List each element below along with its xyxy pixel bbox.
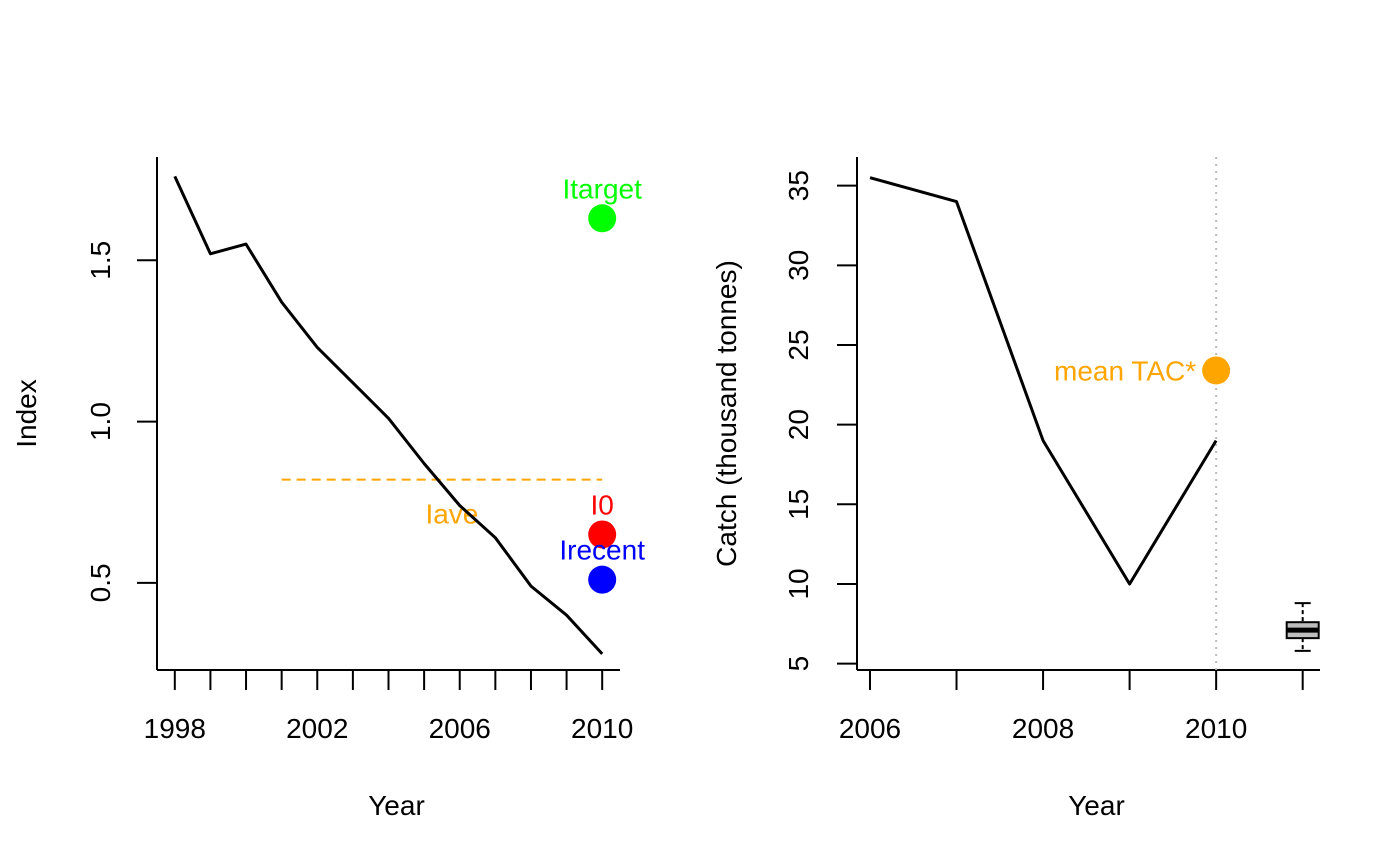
index-panel: 1998 2002 2006 20100.51.01.5YearIndexIaveIt… <box>11 157 645 821</box>
y-tick-label: 1.5 <box>85 241 116 280</box>
y-tick-label: 10 <box>783 568 814 599</box>
x-tick-label: 2008 <box>1012 713 1074 744</box>
marker-irecent <box>588 565 617 594</box>
y-axis-title: Index <box>11 379 42 448</box>
x-axis-title: Year <box>368 790 425 821</box>
y-tick-label: 0.5 <box>85 563 116 602</box>
x-tick-label: 2010 <box>1185 713 1247 744</box>
y-axis-title: Catch (thousand tonnes) <box>711 260 742 567</box>
y-tick-label: 25 <box>783 329 814 360</box>
x-tick-label: 2006 <box>839 713 901 744</box>
x-tick-label: 2006 <box>429 713 491 744</box>
marker-mean-tac <box>1202 356 1231 385</box>
y-tick-label: 5 <box>783 656 814 672</box>
marker-label: mean TAC* <box>1054 355 1196 386</box>
y-tick-label: 30 <box>783 250 814 281</box>
x-axis-title: Year <box>1068 790 1125 821</box>
y-tick-label: 15 <box>783 489 814 520</box>
x-tick-label: 2010 <box>571 713 633 744</box>
marker-label: Itarget <box>562 173 642 204</box>
x-tick-label: 2002 <box>286 713 348 744</box>
marker-itarget <box>588 204 617 233</box>
y-tick-label: 35 <box>783 170 814 201</box>
x-tick-label: 1998 <box>144 713 206 744</box>
marker-label: Irecent <box>559 535 645 566</box>
marker-i0 <box>588 520 617 549</box>
y-tick-label: 1.0 <box>85 402 116 441</box>
catch-panel: 2006 2008 2010 5 10 15 20 25 30 35 Year Catch (thou… <box>711 157 1320 821</box>
y-tick-label: 20 <box>783 409 814 440</box>
marker-label: I0 <box>591 489 614 520</box>
